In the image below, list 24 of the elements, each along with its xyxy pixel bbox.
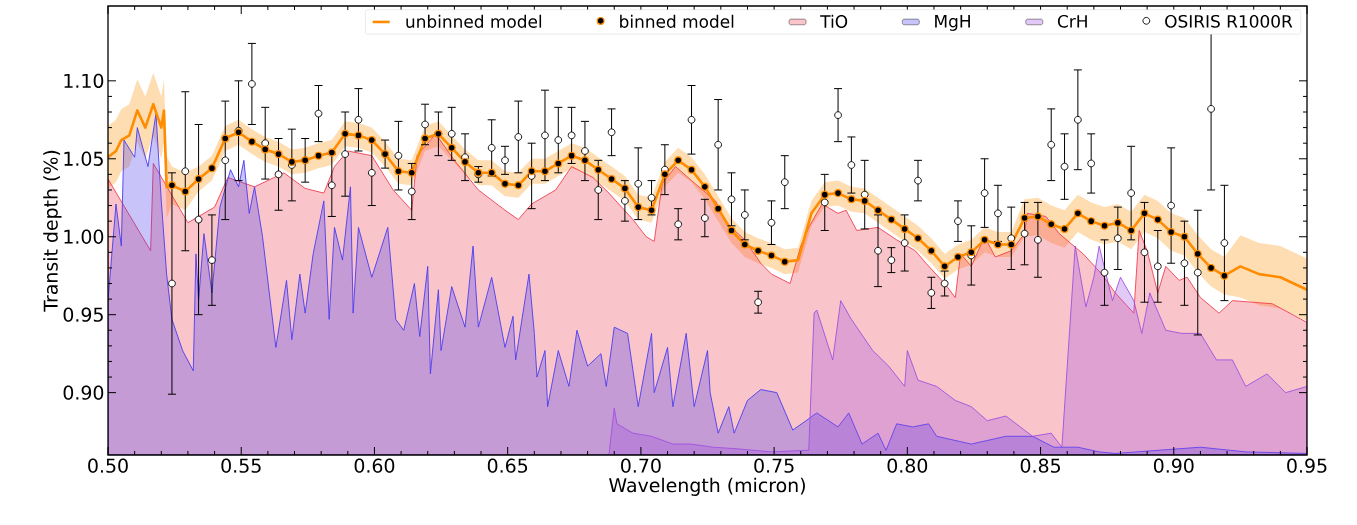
x-axis-title: Wavelength (micron)	[609, 477, 805, 496]
y-tick-label: 1.10	[64, 73, 104, 88]
y-tick-label: 1.00	[64, 229, 104, 244]
x-tick-label: 0.95	[1287, 458, 1327, 473]
legend-label: TiO	[820, 14, 848, 28]
x-tick-label: 0.70	[621, 458, 661, 473]
x-tick-label: 0.55	[221, 458, 261, 473]
x-tick-label: 0.75	[754, 458, 794, 473]
x-tick-label: 0.80	[887, 458, 928, 473]
line-series	[108, 102, 1307, 292]
legend-label: CrH	[1057, 14, 1087, 28]
y-tick-label: 1.05	[64, 151, 103, 166]
x-tick-label: 0.90	[1153, 458, 1194, 473]
legend-label: OSIRIS R1000R	[1165, 14, 1293, 28]
legend-label: unbinned model	[406, 14, 542, 28]
y-tick-label: 0.90	[63, 385, 104, 400]
legend-label: MgH	[935, 15, 970, 31]
y-tick-label: 0.95	[63, 307, 103, 322]
y-axis-title: Transit depth (%)	[43, 150, 62, 312]
x-tick-label: 0.50	[88, 458, 128, 473]
x-tick-label: 0.65	[487, 458, 528, 473]
legend-label: binned model	[620, 14, 734, 28]
x-tick-label: 0.60	[354, 458, 395, 473]
x-tick-label: 0.85	[1020, 458, 1060, 473]
